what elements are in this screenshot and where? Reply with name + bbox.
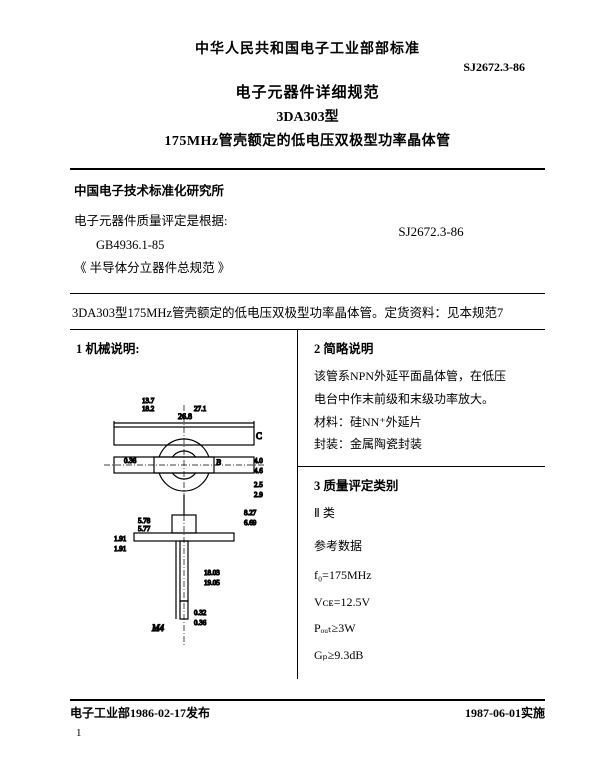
svg-text:6.69: 6.69 <box>244 519 257 527</box>
svg-text:13.7: 13.7 <box>142 397 155 405</box>
svg-text:1.91: 1.91 <box>114 545 127 553</box>
column-right: 2 简略说明 该管系NPN外延平面晶体管，在低压 电台中作末前级和末级功率放大。… <box>298 330 545 679</box>
sec2-l1: 该管系NPN外延平面晶体管，在低压 <box>314 365 539 388</box>
quality-class: Ⅱ 类 <box>314 502 539 525</box>
standard-org-header: 中华人民共和国电子工业部部标准 <box>70 38 545 58</box>
svg-text:C: C <box>256 431 262 441</box>
doc-number-top: SJ2672.3-86 <box>70 60 545 75</box>
footer-issued: 电子工业部1986-02-17发布 <box>70 704 210 721</box>
transistor-outline-svg: 26.8 18.2 13.7 27.1 C B <box>94 365 274 655</box>
title-line1: 电子元器件详细规范 <box>70 81 545 102</box>
basis-label: 电子元器件质量评定是根据: <box>74 210 309 234</box>
svg-text:0.32: 0.32 <box>194 609 207 617</box>
svg-text:19.05: 19.05 <box>204 579 220 587</box>
svg-text:0.36: 0.36 <box>194 619 207 627</box>
svg-text:4.6: 4.6 <box>254 467 263 475</box>
title-line3: 175MHz管壳额定的低电压双极型功率晶体管 <box>70 130 545 150</box>
page-number: 1 <box>76 727 82 739</box>
footer: 电子工业部1986-02-17发布 1987-06-01实施 <box>70 699 545 721</box>
svg-text:0.36: 0.36 <box>124 457 137 465</box>
title-block: 电子元器件详细规范 3DA303型 175MHz管壳额定的低电压双极型功率晶体管 <box>70 81 545 150</box>
title-line2: 3DA303型 <box>70 106 545 126</box>
svg-text:5.77: 5.77 <box>138 525 151 533</box>
reference-params: f₀=175MHz Vᴄᴇ=12.5V Pₒᵤₜ≥3W Gₚ≥9.3dB <box>314 564 539 667</box>
ordering-note: 3DA303型175MHz管壳额定的低电压双极型功率晶体管。定货资料：见本规范7 <box>70 294 545 329</box>
svg-text:4.0: 4.0 <box>254 457 263 465</box>
param-pout: Pₒᵤₜ≥3W <box>314 617 539 640</box>
svg-text:27.1: 27.1 <box>194 405 207 413</box>
institute-name: 中国电子技术标准化研究所 <box>74 180 309 204</box>
main-columns: 1 机械说明: 26.8 18.2 13.7 27.1 C <box>70 329 545 679</box>
sec1-head: 1 机械说明: <box>76 338 291 357</box>
svg-text:2.9: 2.9 <box>254 491 263 499</box>
svg-text:M4: M4 <box>151 623 164 633</box>
svg-text:18.03: 18.03 <box>204 569 220 577</box>
sec2-head: 2 简略说明 <box>314 338 539 357</box>
column-left: 1 机械说明: 26.8 18.2 13.7 27.1 C <box>70 330 298 679</box>
sec2-body: 该管系NPN外延平面晶体管，在低压 电台中作末前级和末级功率放大。 材料：硅NN… <box>314 365 539 456</box>
svg-text:2.5: 2.5 <box>254 481 263 489</box>
basis-std: GB4936.1-85 <box>74 234 309 258</box>
sec2-l4: 封装：金属陶瓷封装 <box>314 433 539 456</box>
sec2-l2: 电台中作末前级和末级功率放大。 <box>314 388 539 411</box>
param-f0: f₀=175MHz <box>314 564 539 587</box>
footer-effective: 1987-06-01实施 <box>465 704 545 721</box>
svg-text:18.2: 18.2 <box>142 405 155 413</box>
svg-text:5.78: 5.78 <box>138 517 151 525</box>
basis-doc: 《 半导体分立器件总规范 》 <box>74 257 309 281</box>
svg-text:1.91: 1.91 <box>114 535 127 543</box>
sec3-body: Ⅱ 类 参考数据 f₀=175MHz Vᴄᴇ=12.5V Pₒᵤₜ≥3W Gₚ≥… <box>314 502 539 667</box>
approval-box: 中国电子技术标准化研究所 电子元器件质量评定是根据: GB4936.1-85 《… <box>70 170 545 294</box>
ref-number: SJ2672.3-86 <box>398 224 463 240</box>
param-gp: Gₚ≥9.3dB <box>314 644 539 667</box>
approval-right: SJ2672.3-86 <box>317 170 545 293</box>
param-vce: Vᴄᴇ=12.5V <box>314 591 539 614</box>
mechanical-drawing: 26.8 18.2 13.7 27.1 C B <box>76 365 291 655</box>
section-divider <box>298 466 545 467</box>
sec3-head: 3 质量评定类别 <box>314 475 539 494</box>
params-label: 参考数据 <box>314 535 539 558</box>
sec2-l3: 材料：硅NN⁺外延片 <box>314 411 539 434</box>
svg-text:8.27: 8.27 <box>244 509 257 517</box>
approval-left: 中国电子技术标准化研究所 电子元器件质量评定是根据: GB4936.1-85 《… <box>70 170 317 293</box>
svg-text:B: B <box>216 458 221 467</box>
svg-text:26.8: 26.8 <box>178 412 192 421</box>
